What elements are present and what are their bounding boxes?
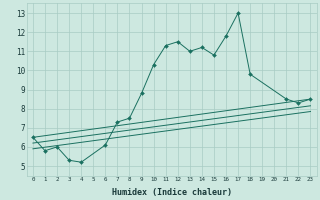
X-axis label: Humidex (Indice chaleur): Humidex (Indice chaleur) — [112, 188, 232, 197]
